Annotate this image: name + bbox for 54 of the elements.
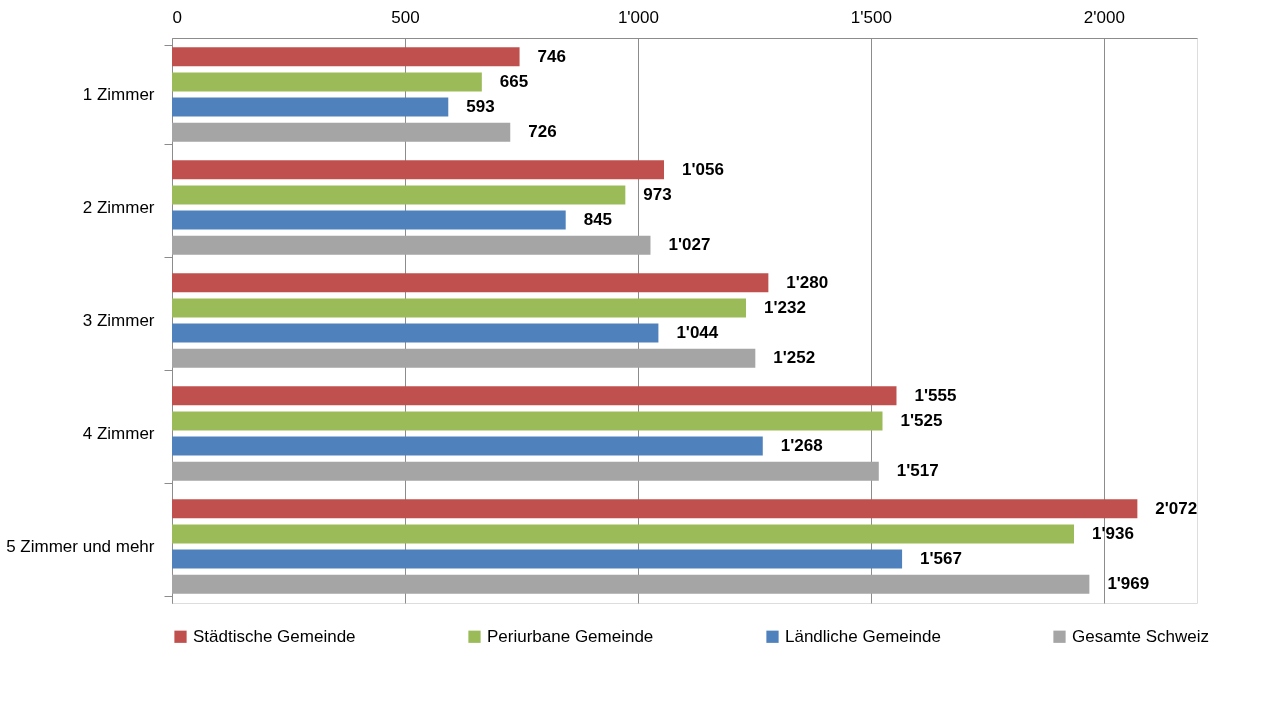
data-label: 593 (466, 97, 495, 117)
data-label: 1'252 (773, 348, 816, 368)
legend-label: Städtische Gemeinde (193, 626, 356, 646)
data-label: 973 (643, 184, 672, 204)
data-label: 746 (537, 46, 566, 66)
data-label: 845 (583, 210, 613, 230)
bar (172, 122, 511, 142)
data-label: 2'072 (1155, 498, 1198, 518)
bar (172, 524, 1074, 544)
y-tick-label: 2 Zimmer (82, 198, 155, 217)
bar (172, 298, 746, 318)
data-label: 726 (528, 122, 557, 142)
bar (172, 97, 449, 117)
data-label: 1'280 (786, 272, 829, 292)
y-tick-label: 4 Zimmer (82, 424, 155, 443)
legend-label: Ländliche Gemeinde (785, 626, 941, 646)
data-label: 1'969 (1107, 574, 1150, 594)
bar (172, 411, 883, 431)
bar (172, 210, 566, 230)
data-label: 1'567 (920, 549, 962, 569)
bar (172, 348, 756, 368)
legend-label: Gesamte Schweiz (1072, 626, 1209, 646)
data-label: 1'936 (1092, 523, 1134, 543)
y-tick-label: 1 Zimmer (82, 85, 155, 104)
bar (172, 386, 897, 406)
y-tick-label: 3 Zimmer (82, 311, 155, 330)
bar (172, 160, 664, 180)
bar (172, 185, 626, 205)
bar (172, 461, 879, 481)
data-label: 665 (499, 71, 529, 91)
bar (172, 235, 651, 255)
bar (172, 72, 482, 92)
y-tick-label: 5 Zimmer und mehr (6, 537, 155, 556)
bar (172, 273, 769, 293)
bar (172, 323, 659, 343)
bar (172, 574, 1090, 594)
data-label: 1'056 (682, 159, 724, 179)
x-tick-label: 0 (172, 7, 182, 27)
bar (172, 549, 903, 569)
data-label: 1'555 (914, 385, 957, 405)
data-label: 1'027 (668, 235, 711, 255)
data-label: 1'517 (896, 461, 939, 481)
x-tick-label: 500 (391, 7, 420, 27)
x-tick-label: 2'000 (1083, 7, 1125, 27)
data-label: 1'268 (780, 436, 823, 456)
bar (172, 499, 1138, 519)
bar (172, 47, 520, 67)
data-label: 1'232 (764, 297, 806, 317)
bar (172, 436, 763, 456)
x-tick-label: 1'500 (850, 7, 892, 27)
x-tick-label: 1'000 (617, 7, 659, 27)
legend-label: Periurbane Gemeinde (487, 626, 654, 646)
data-label: 1'044 (676, 323, 719, 343)
data-label: 1'525 (900, 410, 943, 430)
